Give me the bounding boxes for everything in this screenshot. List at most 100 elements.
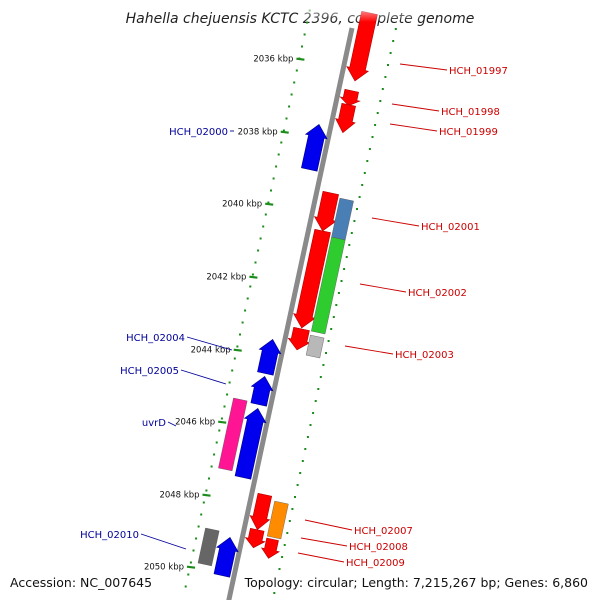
secondary-features xyxy=(197,197,354,567)
gene-hch-01998[interactable]: HCH_01998 xyxy=(339,88,500,118)
gene-hch-02008[interactable]: HCH_02008 xyxy=(244,527,408,553)
svg-text:2044 kbp: 2044 kbp xyxy=(191,346,231,356)
rail-dot xyxy=(306,436,309,438)
rail-dot xyxy=(251,273,254,276)
rail-dot xyxy=(272,177,275,180)
rail-dot xyxy=(348,244,351,246)
rail-dot xyxy=(288,520,291,522)
rail-dot xyxy=(267,201,270,204)
gene-hch-01997[interactable]: HCH_01997 xyxy=(346,10,508,82)
gene-hch-02003[interactable]: HCH_02003 xyxy=(287,326,454,361)
rail-dot xyxy=(335,304,338,306)
rail-dot xyxy=(187,573,190,576)
gene-uvrd[interactable]: uvrD xyxy=(142,408,267,480)
rail-dot xyxy=(340,280,343,282)
rail-dot xyxy=(387,64,389,66)
rail-dot xyxy=(286,532,289,534)
rail-dot xyxy=(356,208,358,210)
svg-text:HCH_02001: HCH_02001 xyxy=(421,222,480,233)
rail-dot xyxy=(254,261,257,264)
svg-text:HCH_02008: HCH_02008 xyxy=(349,542,408,553)
rail-dot xyxy=(241,321,244,324)
rail-dot xyxy=(228,381,231,384)
gene-hch-02002[interactable]: HCH_02002 xyxy=(292,228,467,329)
rail-dot xyxy=(231,369,234,372)
svg-text:2038 kbp: 2038 kbp xyxy=(238,128,278,138)
kbp-tick: 2042 kbp xyxy=(206,273,258,283)
rail-dot xyxy=(295,69,298,72)
gene-hch-02010[interactable]: HCH_02010 xyxy=(80,530,239,578)
gene-features: HCH_01997 HCH_01998 HCH_01999 HCH_02000 … xyxy=(80,10,508,578)
svg-text:2046 kbp: 2046 kbp xyxy=(175,418,215,428)
feature-darkgray xyxy=(197,527,220,567)
gene-hch-01999[interactable]: HCH_01999 xyxy=(335,102,498,138)
rail-dot xyxy=(215,441,218,444)
rail-dot xyxy=(299,472,302,474)
rail-dot xyxy=(208,477,210,480)
rail-dot xyxy=(257,249,260,252)
feature-green xyxy=(311,236,346,335)
rail-dot xyxy=(280,141,283,144)
rail-dot xyxy=(275,165,278,168)
rail-dot xyxy=(226,393,229,396)
rail-dot xyxy=(343,268,346,270)
feature-magenta xyxy=(218,397,248,472)
rail-dot xyxy=(273,592,276,594)
rail-dot xyxy=(218,429,221,432)
kbp-tick: 2040 kbp xyxy=(222,200,274,210)
rail-dot xyxy=(293,81,296,84)
rail-dot xyxy=(330,328,333,330)
rail-dot xyxy=(296,484,299,486)
rail-dot xyxy=(244,309,247,312)
rail-dot xyxy=(332,316,335,318)
rail-dot xyxy=(325,352,327,354)
feature-orange xyxy=(266,500,289,540)
svg-text:2036 kbp: 2036 kbp xyxy=(253,55,293,65)
svg-text:HCH_02000: HCH_02000 xyxy=(169,127,228,138)
rail-dot xyxy=(259,237,262,240)
svg-text:HCH_02004: HCH_02004 xyxy=(126,333,185,344)
gene-hch-02009[interactable]: HCH_02009 xyxy=(260,537,405,569)
rail-dot xyxy=(195,537,198,540)
rail-dot xyxy=(374,124,377,126)
kbp-tick: 2046 kbp xyxy=(175,418,227,428)
gene-hch-02004[interactable]: HCH_02004 xyxy=(126,333,282,376)
rail-dot xyxy=(392,40,395,42)
rail-dot xyxy=(303,33,306,36)
rail-dot xyxy=(282,129,285,132)
rail-dot xyxy=(309,424,312,426)
svg-text:HCH_02007: HCH_02007 xyxy=(354,526,413,537)
feature-gray xyxy=(305,334,325,359)
rail-dot xyxy=(353,220,356,222)
rail-dot xyxy=(381,88,384,90)
svg-text:HCH_02002: HCH_02002 xyxy=(408,288,467,299)
rail-dot xyxy=(223,405,226,408)
rail-dot xyxy=(312,412,315,414)
kbp-tick: 2044 kbp xyxy=(191,346,242,356)
rail-dot xyxy=(281,556,284,558)
svg-text:HCH_02003: HCH_02003 xyxy=(395,350,454,361)
rail-dot xyxy=(210,465,213,468)
top-fade xyxy=(300,0,420,22)
rail-dot xyxy=(236,345,239,348)
gene-hch-02007[interactable]: HCH_02007 xyxy=(249,492,413,537)
rail-dot xyxy=(278,568,281,570)
rail-dot xyxy=(371,136,374,138)
svg-text:2048 kbp: 2048 kbp xyxy=(159,491,199,501)
kbp-tick: 2036 kbp xyxy=(253,55,305,65)
rail-dot xyxy=(233,357,236,360)
rail-dot xyxy=(205,489,208,492)
rail-dot xyxy=(394,28,397,30)
rail-dot xyxy=(197,525,200,528)
rail-dot xyxy=(379,100,382,102)
rail-dot xyxy=(249,285,252,288)
rail-dot xyxy=(301,460,304,462)
gene-hch-02005[interactable]: HCH_02005 xyxy=(120,366,274,407)
accession-text: Accession: NC_007645 xyxy=(8,575,155,590)
rail-dot xyxy=(277,153,280,156)
svg-text:HCH_02010: HCH_02010 xyxy=(80,530,139,541)
rail-dot xyxy=(376,112,379,114)
gene-hch-02000[interactable]: HCH_02000 xyxy=(169,124,328,172)
gene-hch-02001[interactable]: HCH_02001 xyxy=(313,190,480,233)
